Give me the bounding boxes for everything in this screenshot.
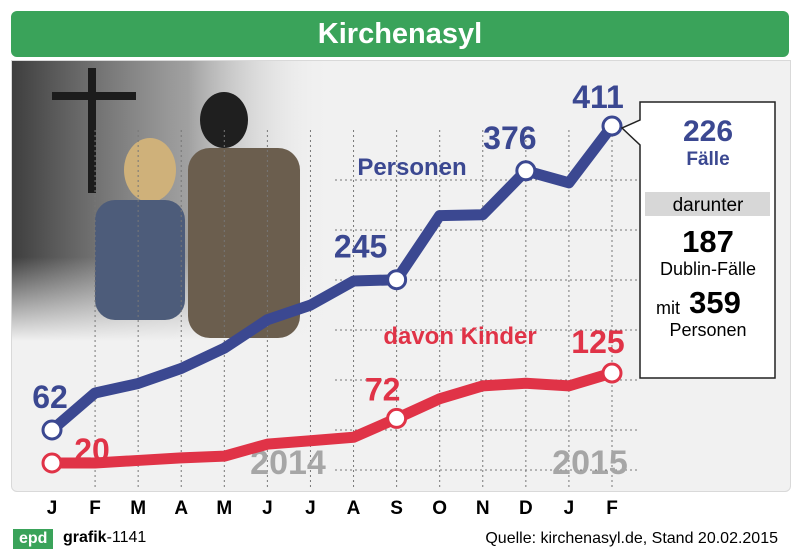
brand-logo: epd [13, 529, 54, 549]
dublin-value: 187 [682, 224, 734, 259]
x-tick-label: S [390, 498, 403, 519]
data-point [386, 269, 408, 291]
x-tick-label: A [347, 498, 361, 519]
info-box: 226 Fälle darunter 187 Dublin-Fälle mit … [620, 101, 776, 379]
data-point [601, 362, 623, 384]
x-tick-label: A [174, 498, 188, 519]
data-label: 376 [483, 120, 536, 156]
grafik-number: -1141 [106, 529, 147, 546]
people-silhouette [95, 92, 300, 338]
x-tick-label: J [262, 498, 273, 519]
data-point [41, 452, 63, 474]
x-tick-label: F [89, 498, 101, 519]
series-name: davon Kinder [383, 323, 536, 350]
data-point [601, 115, 623, 137]
chart-series: Personen 62 245 376 411 davon Kinder 20 72 125 [32, 79, 625, 474]
x-tick-label: N [476, 498, 490, 519]
x-tick-label: J [47, 498, 58, 519]
x-tick-label: O [432, 498, 447, 519]
dublin-label: Dublin-Fälle [660, 259, 756, 279]
chart: 2014 2015 Personen 62 245 376 411 davon Kinder… [12, 61, 776, 519]
x-tick-label: D [519, 498, 533, 519]
cases-value: 226 [683, 115, 733, 148]
x-tick-label: M [216, 498, 232, 519]
persons-value: 359 [689, 285, 741, 320]
background-photo [12, 61, 332, 341]
chart-title: Kirchenasyl [11, 11, 789, 57]
x-tick-label: F [606, 498, 618, 519]
x-tick-label: J [305, 498, 316, 519]
data-point [386, 407, 408, 429]
series-line [46, 367, 618, 469]
data-label: 125 [571, 324, 624, 360]
cases-label: Fälle [686, 149, 729, 170]
mit-label: mit [656, 298, 680, 318]
darunter-label: darunter [673, 195, 744, 216]
series-name: Personen [357, 154, 466, 181]
data-label: 20 [74, 432, 110, 468]
data-point [515, 160, 537, 182]
persons-label: Personen [669, 320, 746, 340]
cross-icon [52, 68, 136, 193]
data-label: 245 [334, 229, 387, 265]
x-tick-label: J [564, 498, 575, 519]
data-label: 62 [32, 379, 68, 415]
year-labels: 2014 2015 [250, 444, 628, 482]
data-label: 411 [572, 79, 624, 115]
darunter-band [645, 192, 770, 216]
grafik-label: grafik-1141 [63, 529, 146, 547]
year-label: 2015 [552, 444, 628, 482]
source-note: Quelle: kirchenasyl.de, Stand 20.02.2015 [485, 530, 778, 547]
x-tick-label: M [130, 498, 146, 519]
grafik-word: grafik [63, 529, 107, 546]
data-label: 72 [365, 371, 401, 407]
data-point [41, 419, 63, 441]
